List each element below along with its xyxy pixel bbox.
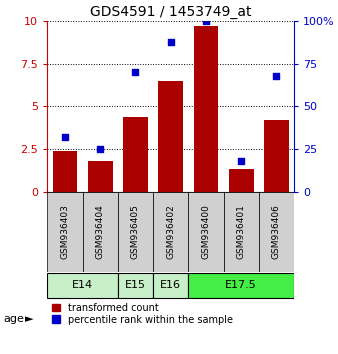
FancyBboxPatch shape: [47, 192, 82, 272]
Point: [133, 69, 138, 75]
Bar: [229, 170, 254, 192]
Text: ►: ►: [25, 314, 34, 324]
Text: GSM936404: GSM936404: [96, 204, 105, 259]
FancyBboxPatch shape: [153, 192, 188, 272]
Bar: [264, 120, 289, 192]
Point: [168, 39, 173, 45]
Text: GSM936401: GSM936401: [237, 204, 246, 259]
FancyBboxPatch shape: [153, 273, 188, 298]
Text: GSM936405: GSM936405: [131, 204, 140, 259]
FancyBboxPatch shape: [118, 273, 153, 298]
Text: GSM936402: GSM936402: [166, 204, 175, 259]
Text: E16: E16: [160, 280, 181, 290]
FancyBboxPatch shape: [188, 273, 294, 298]
Point: [97, 146, 103, 152]
Bar: [123, 116, 148, 192]
FancyBboxPatch shape: [259, 192, 294, 272]
Text: GSM936403: GSM936403: [61, 204, 69, 259]
Bar: [53, 151, 77, 192]
Point: [239, 158, 244, 164]
Text: E17.5: E17.5: [225, 280, 257, 290]
Bar: [194, 26, 218, 192]
Bar: [88, 161, 113, 192]
FancyBboxPatch shape: [118, 192, 153, 272]
Legend: transformed count, percentile rank within the sample: transformed count, percentile rank withi…: [52, 303, 233, 325]
Text: GSM936400: GSM936400: [201, 204, 211, 259]
Bar: [158, 81, 183, 192]
Text: age: age: [3, 314, 24, 324]
FancyBboxPatch shape: [82, 192, 118, 272]
Point: [274, 73, 279, 79]
Point: [62, 134, 68, 140]
Text: E15: E15: [125, 280, 146, 290]
FancyBboxPatch shape: [47, 273, 118, 298]
Point: [203, 18, 209, 24]
FancyBboxPatch shape: [188, 192, 223, 272]
Text: GSM936406: GSM936406: [272, 204, 281, 259]
Text: E14: E14: [72, 280, 93, 290]
Title: GDS4591 / 1453749_at: GDS4591 / 1453749_at: [90, 5, 251, 19]
FancyBboxPatch shape: [223, 192, 259, 272]
